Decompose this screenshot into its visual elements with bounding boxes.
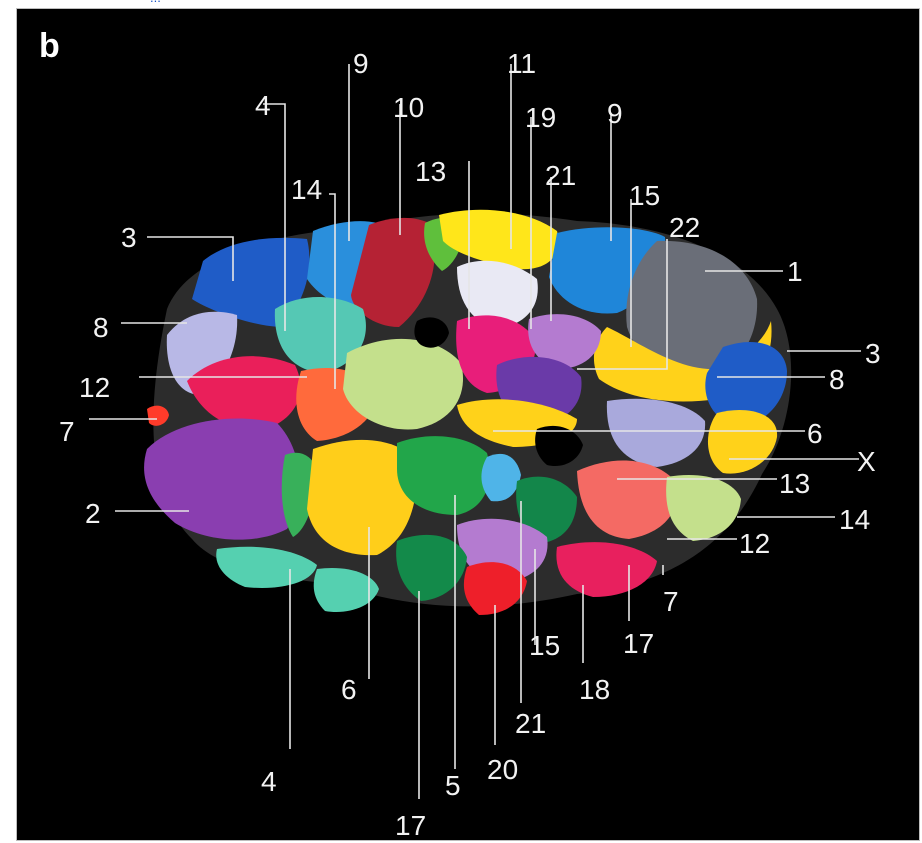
territory-label: 21	[515, 708, 546, 739]
leader-lines	[89, 64, 861, 799]
territory-label: 3	[865, 338, 881, 369]
top-caption-fragment: ...	[150, 0, 161, 5]
territory-label: 15	[629, 180, 660, 211]
territory-label: 11	[507, 48, 536, 79]
territory-label: 20	[487, 754, 518, 785]
territory-label: 15	[529, 630, 560, 661]
territory-label: 18	[579, 674, 610, 705]
territory-label: 14	[291, 174, 322, 205]
nucleus-map	[144, 209, 792, 615]
territory-label: 6	[341, 674, 357, 705]
territory-label: 13	[779, 468, 810, 499]
territory-label: 21	[545, 160, 576, 191]
territory-label: 12	[739, 528, 770, 559]
territory-label: 4	[261, 766, 277, 797]
figure-panel: b 3 4 9 14 10 13 11 19 21 9 15 22 1 3 8 6 X 13 14 12 7 17 18 15…	[16, 8, 920, 841]
territory-label: 10	[393, 92, 424, 123]
territory-label: 5	[445, 770, 461, 801]
territory-label: 17	[395, 810, 426, 841]
territory-label: 22	[669, 212, 700, 243]
territory-label: 9	[353, 48, 369, 79]
territory-label: 9	[607, 98, 623, 129]
territory-label: 13	[415, 156, 446, 187]
territory-label: 3	[121, 222, 137, 253]
panel-letter: b	[39, 27, 60, 65]
chromosome-territory-map: b 349141013111921915221386X1314127171815…	[17, 9, 919, 841]
territory-label: 2	[85, 498, 101, 529]
territory-label: 1	[787, 256, 803, 287]
territory-label: 8	[93, 312, 109, 343]
territory-label: 7	[59, 416, 75, 447]
territory-label: 4	[255, 90, 271, 121]
territory-label: 8	[829, 364, 845, 395]
territory-labels: 349141013111921915221386X131412717181521…	[59, 48, 881, 841]
territory-label: 19	[525, 102, 556, 133]
territory-label: 17	[623, 628, 654, 659]
territory-label: 14	[839, 504, 870, 535]
territory-label: 6	[807, 418, 823, 449]
territory-label: 7	[663, 586, 679, 617]
territory-label: 12	[79, 372, 110, 403]
territory-label: X	[857, 446, 876, 477]
